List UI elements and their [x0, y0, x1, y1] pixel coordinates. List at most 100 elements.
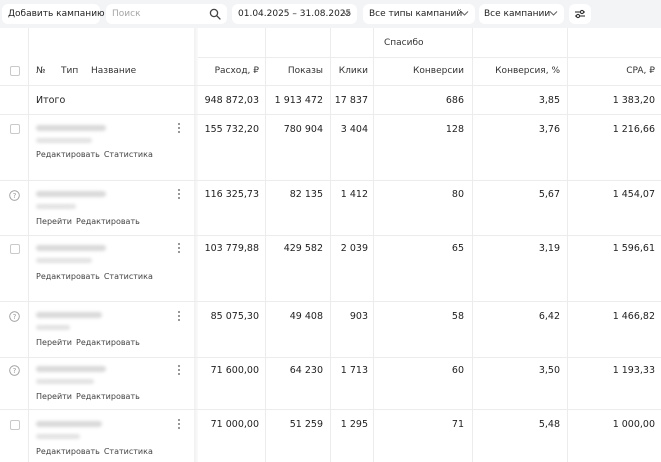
row-clicks: 1 713 — [340, 365, 368, 376]
more-vertical-icon[interactable] — [177, 418, 181, 430]
row-conversions: 65 — [451, 243, 464, 254]
question-icon[interactable]: ? — [9, 311, 20, 322]
total-cpa: 1 383,20 — [612, 95, 655, 106]
edit-link[interactable]: Редактировать — [36, 150, 100, 159]
row-conversions: 128 — [445, 124, 464, 135]
column-settings-button[interactable] — [569, 4, 591, 24]
total-conversions: 686 — [445, 95, 464, 106]
row-spend: 71 000,00 — [210, 419, 259, 430]
more-vertical-icon[interactable] — [177, 364, 181, 376]
column-header-name[interactable]: Название — [91, 66, 137, 76]
date-range-select[interactable]: 01.04.2025 – 31.08.2025 — [232, 4, 357, 24]
question-icon[interactable]: ? — [9, 365, 20, 376]
campaigns-filter-label: Все кампании — [484, 9, 551, 19]
row-clicks: 2 039 — [340, 243, 368, 254]
svg-text:?: ? — [13, 192, 17, 200]
row-impressions: 780 904 — [283, 124, 323, 135]
column-header-number[interactable]: № — [36, 66, 46, 76]
open-link[interactable]: Перейти — [36, 217, 72, 226]
row-actions: Редактировать Статистика — [36, 150, 157, 159]
search-input[interactable] — [112, 9, 202, 19]
row-actions: Перейти Редактировать — [36, 338, 144, 347]
goal-header: Спасибо — [384, 38, 424, 48]
row-spend: 155 732,20 — [204, 124, 259, 135]
column-header-clicks[interactable]: Клики — [338, 66, 368, 76]
row-conversion-rate: 3,76 — [538, 124, 560, 135]
open-link[interactable]: Перейти — [36, 338, 72, 347]
row-divider — [0, 409, 661, 410]
row-conversions: 71 — [451, 419, 464, 430]
total-conversion-rate: 3,85 — [538, 95, 560, 106]
more-vertical-icon[interactable] — [177, 310, 181, 322]
open-link[interactable]: Перейти — [36, 392, 72, 401]
toolbar: Добавить кампанию 01.04.2025 – 31.08.202… — [0, 0, 661, 30]
column-header-impressions[interactable]: Показы — [287, 66, 323, 76]
column-divider — [472, 28, 473, 462]
column-header-spend[interactable]: Расход, ₽ — [214, 66, 259, 76]
svg-text:?: ? — [13, 367, 17, 375]
edit-link[interactable]: Редактировать — [36, 272, 100, 281]
row-divider — [0, 180, 661, 181]
row-cpa: 1 454,07 — [612, 189, 655, 200]
question-icon[interactable]: ? — [9, 190, 20, 201]
column-divider — [265, 28, 266, 462]
row-conversion-rate: 5,48 — [538, 419, 560, 430]
row-checkbox[interactable] — [10, 420, 20, 430]
campaign-id-redacted — [36, 366, 106, 372]
row-cpa: 1 466,82 — [612, 311, 655, 322]
total-spend: 948 872,03 — [204, 95, 259, 106]
column-header-conversions[interactable]: Конверсии — [413, 66, 464, 76]
more-vertical-icon[interactable] — [177, 242, 181, 254]
row-spend: 116 325,73 — [204, 189, 259, 200]
edit-link[interactable]: Редактировать — [76, 338, 140, 347]
campaign-types-select[interactable]: Все типы кампаний — [363, 4, 475, 24]
row-divider — [198, 57, 661, 58]
statistics-link[interactable]: Статистика — [103, 150, 153, 159]
row-actions: Редактировать Статистика — [36, 447, 157, 456]
row-checkbox[interactable] — [10, 124, 20, 134]
row-checkbox[interactable] — [10, 244, 20, 254]
row-spend: 71 600,00 — [210, 365, 259, 376]
row-conversion-rate: 6,42 — [538, 311, 560, 322]
campaign-name-redacted — [36, 379, 94, 384]
campaign-name-redacted — [36, 204, 76, 209]
edit-link[interactable]: Редактировать — [36, 447, 100, 456]
column-header-cpa[interactable]: CPA, ₽ — [626, 66, 655, 76]
edit-link[interactable]: Редактировать — [76, 217, 140, 226]
search-icon[interactable] — [209, 8, 221, 20]
sliders-icon — [575, 9, 585, 19]
search-box[interactable] — [106, 4, 227, 24]
more-vertical-icon[interactable] — [177, 122, 181, 134]
total-clicks: 17 837 — [334, 95, 368, 106]
row-impressions: 51 259 — [289, 419, 323, 430]
more-vertical-icon[interactable] — [177, 188, 181, 200]
row-cpa: 1 000,00 — [612, 419, 655, 430]
row-clicks: 1 295 — [340, 419, 368, 430]
date-range-label: 01.04.2025 – 31.08.2025 — [238, 9, 352, 19]
campaigns-filter-select[interactable]: Все кампании — [479, 4, 564, 24]
row-conversions: 58 — [451, 311, 464, 322]
column-divider — [567, 28, 568, 462]
row-conversion-rate: 3,50 — [538, 365, 560, 376]
svg-text:?: ? — [13, 313, 17, 321]
add-campaign-button[interactable]: Добавить кампанию — [2, 4, 105, 24]
row-clicks: 3 404 — [340, 124, 368, 135]
campaigns-table: Спасибо № Тип Название Расход, ₽ Показы … — [0, 28, 661, 462]
campaign-name-redacted — [36, 258, 92, 263]
total-label: Итого — [36, 95, 66, 106]
column-header-conversion-rate[interactable]: Конверсия, % — [495, 66, 560, 76]
row-divider — [0, 357, 661, 358]
row-impressions: 82 135 — [289, 189, 323, 200]
row-spend: 85 075,30 — [210, 311, 259, 322]
statistics-link[interactable]: Статистика — [103, 447, 153, 456]
row-actions: Редактировать Статистика — [36, 272, 157, 281]
column-divider — [28, 28, 29, 462]
row-conversion-rate: 5,67 — [538, 189, 560, 200]
edit-link[interactable]: Редактировать — [76, 392, 140, 401]
row-conversions: 60 — [451, 365, 464, 376]
statistics-link[interactable]: Статистика — [103, 272, 153, 281]
campaign-id-redacted — [36, 245, 106, 251]
column-header-type[interactable]: Тип — [61, 66, 79, 76]
select-all-checkbox[interactable] — [10, 66, 20, 76]
row-cpa: 1 596,61 — [612, 243, 655, 254]
